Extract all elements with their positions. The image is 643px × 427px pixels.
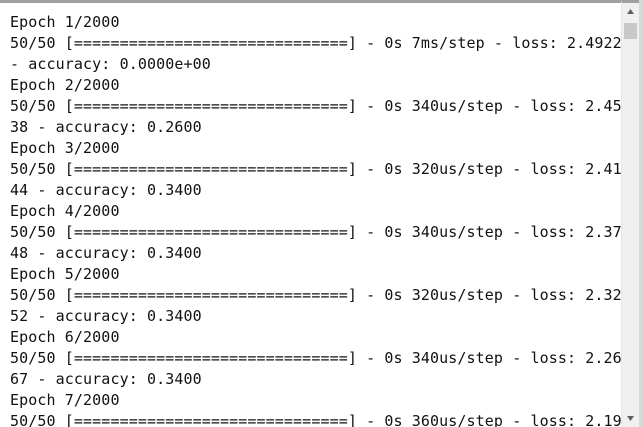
console-line: 50/50 [==============================] -… [10, 349, 621, 367]
console-line: Epoch 6/2000 [10, 328, 120, 346]
console-line: 67 - accuracy: 0.3400 [10, 370, 202, 388]
console-line: 48 - accuracy: 0.3400 [10, 244, 202, 262]
scroll-up-button[interactable] [622, 3, 639, 20]
console-line: 38 - accuracy: 0.2600 [10, 118, 202, 136]
console-line: 50/50 [==============================] -… [10, 160, 621, 178]
console-line: Epoch 4/2000 [10, 202, 120, 220]
console-line: 50/50 [==============================] -… [10, 412, 621, 427]
console-line: 50/50 [==============================] -… [10, 97, 621, 115]
console-line: Epoch 3/2000 [10, 139, 120, 157]
console-line: 50/50 [==============================] -… [10, 286, 621, 304]
console-line: - accuracy: 0.0000e+00 [10, 55, 211, 73]
console-line: 44 - accuracy: 0.3400 [10, 181, 202, 199]
console-line: 50/50 [==============================] -… [10, 34, 621, 52]
console-output: Epoch 1/2000 50/50 [=====================… [0, 0, 621, 427]
console-line: Epoch 2/2000 [10, 76, 120, 94]
console-line: Epoch 5/2000 [10, 265, 120, 283]
scroll-down-button[interactable] [622, 410, 639, 427]
console-line: Epoch 1/2000 [10, 13, 120, 31]
window-edge [639, 0, 643, 427]
console-line: Epoch 7/2000 [10, 391, 120, 409]
console-line: 50/50 [==============================] -… [10, 223, 621, 241]
scrollbar[interactable] [621, 0, 639, 427]
scroll-thumb[interactable] [624, 23, 637, 39]
console-lines: Epoch 1/2000 50/50 [=====================… [10, 12, 621, 427]
console-line: 52 - accuracy: 0.3400 [10, 307, 202, 325]
